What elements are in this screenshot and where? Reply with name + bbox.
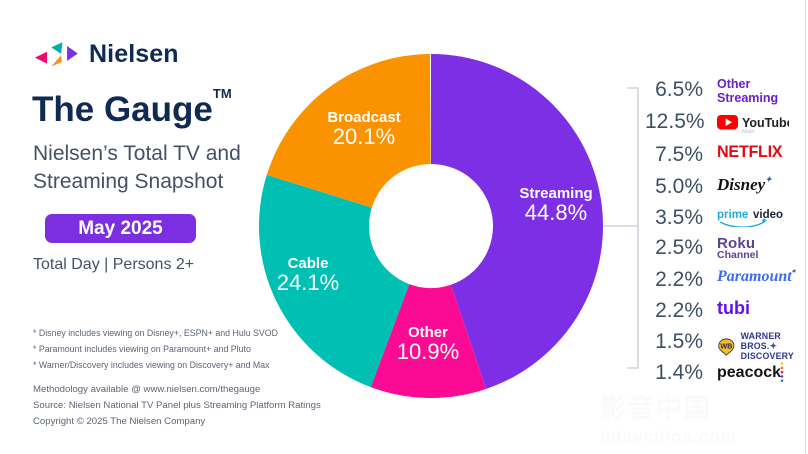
svg-text:Main: Main (742, 129, 755, 134)
svg-text:WB: WB (720, 341, 732, 350)
svg-text:prime: prime (717, 209, 748, 221)
svg-text:video: video (753, 209, 783, 221)
svg-text:YouTube: YouTube (742, 116, 789, 130)
svg-text:peacock: peacock (717, 364, 781, 381)
